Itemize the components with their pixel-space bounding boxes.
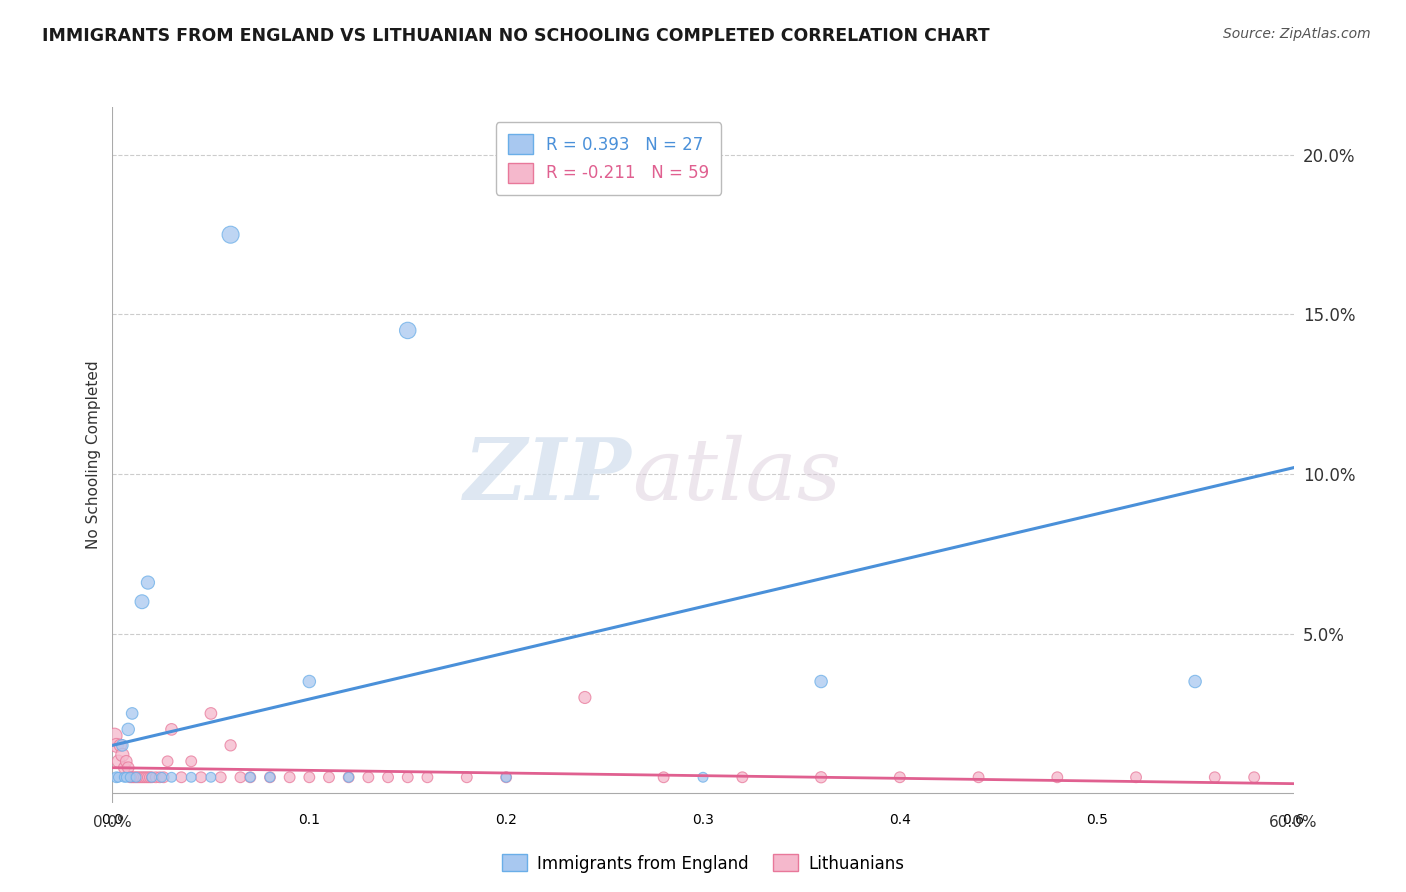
Legend: R = 0.393   N = 27, R = -0.211   N = 59: R = 0.393 N = 27, R = -0.211 N = 59	[496, 122, 721, 194]
Point	[107, 754, 129, 768]
Point	[141, 770, 163, 784]
Point	[170, 770, 193, 784]
Text: Source: ZipAtlas.com: Source: ZipAtlas.com	[1223, 27, 1371, 41]
Point	[219, 227, 242, 242]
Point	[131, 770, 153, 784]
Point	[337, 770, 360, 784]
Point	[180, 754, 202, 768]
Point	[495, 770, 517, 784]
Text: ZIP: ZIP	[464, 434, 633, 517]
Point	[1125, 770, 1147, 784]
Point	[810, 674, 832, 689]
Point	[259, 770, 281, 784]
Point	[495, 770, 517, 784]
Point	[117, 723, 139, 737]
Point	[298, 770, 321, 784]
Text: IMMIGRANTS FROM ENGLAND VS LITHUANIAN NO SCHOOLING COMPLETED CORRELATION CHART: IMMIGRANTS FROM ENGLAND VS LITHUANIAN NO…	[42, 27, 990, 45]
Point	[125, 770, 148, 784]
Point	[107, 770, 129, 784]
Point	[219, 739, 242, 753]
Point	[377, 770, 399, 784]
Point	[200, 706, 222, 721]
Point	[200, 770, 222, 784]
Point	[131, 595, 153, 609]
Point	[136, 575, 159, 590]
Point	[141, 770, 163, 784]
Point	[180, 770, 202, 784]
Point	[1184, 674, 1206, 689]
Point	[122, 770, 145, 784]
Point	[396, 770, 419, 784]
Point	[105, 739, 128, 753]
Text: atlas: atlas	[633, 434, 841, 517]
Point	[117, 761, 139, 775]
Point	[111, 739, 134, 753]
Point	[357, 770, 380, 784]
Point	[278, 770, 301, 784]
Point	[121, 770, 143, 784]
Point	[139, 770, 162, 784]
Point	[129, 770, 152, 784]
Point	[810, 770, 832, 784]
Legend: Immigrants from England, Lithuanians: Immigrants from England, Lithuanians	[495, 847, 911, 880]
Point	[127, 770, 149, 784]
Point	[1243, 770, 1265, 784]
Point	[416, 770, 439, 784]
Point	[111, 747, 134, 762]
Point	[125, 770, 148, 784]
Point	[105, 770, 128, 784]
Point	[967, 770, 990, 784]
Point	[156, 754, 179, 768]
Point	[132, 770, 155, 784]
Point	[574, 690, 596, 705]
Text: 0.0%: 0.0%	[93, 815, 132, 830]
Point	[209, 770, 232, 784]
Point	[120, 770, 142, 784]
Point	[259, 770, 281, 784]
Point	[190, 770, 212, 784]
Point	[136, 770, 159, 784]
Point	[112, 770, 135, 784]
Point	[112, 761, 135, 775]
Point	[298, 674, 321, 689]
Point	[120, 770, 142, 784]
Point	[145, 770, 167, 784]
Point	[1046, 770, 1069, 784]
Point	[1204, 770, 1226, 784]
Point	[239, 770, 262, 784]
Point	[239, 770, 262, 784]
Point	[396, 323, 419, 337]
Text: 60.0%: 60.0%	[1270, 815, 1317, 830]
Point	[160, 723, 183, 737]
Point	[318, 770, 340, 784]
Point	[115, 770, 138, 784]
Point	[150, 770, 173, 784]
Point	[135, 770, 157, 784]
Point	[115, 754, 138, 768]
Y-axis label: No Schooling Completed: No Schooling Completed	[86, 360, 101, 549]
Point	[152, 770, 174, 784]
Point	[160, 770, 183, 784]
Point	[149, 770, 172, 784]
Point	[229, 770, 252, 784]
Point	[121, 706, 143, 721]
Point	[692, 770, 714, 784]
Point	[110, 739, 132, 753]
Point	[103, 729, 125, 743]
Point	[652, 770, 675, 784]
Point	[889, 770, 911, 784]
Point	[456, 770, 478, 784]
Point	[731, 770, 754, 784]
Point	[337, 770, 360, 784]
